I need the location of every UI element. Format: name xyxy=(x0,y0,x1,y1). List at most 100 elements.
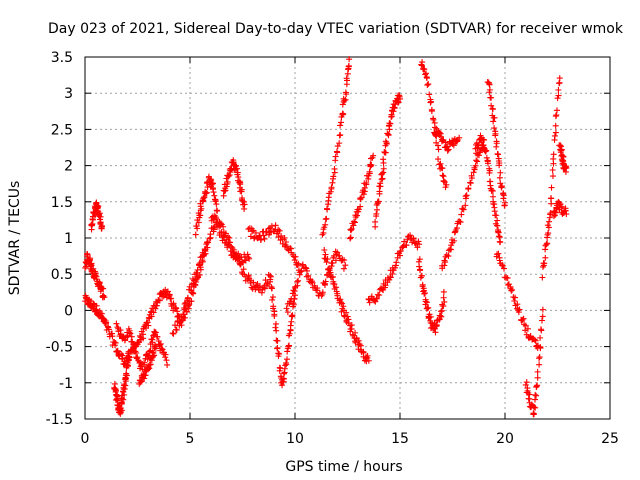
data-point xyxy=(134,354,141,361)
data-point xyxy=(181,300,188,307)
data-point xyxy=(547,210,554,217)
data-point xyxy=(333,148,340,155)
data-point xyxy=(93,302,100,309)
series-sat-k xyxy=(245,222,302,274)
data-point xyxy=(509,286,516,293)
data-point xyxy=(443,143,450,150)
data-point xyxy=(557,201,564,208)
data-point xyxy=(544,234,551,241)
data-point xyxy=(226,234,233,241)
series-sat-t xyxy=(418,59,450,191)
data-point xyxy=(196,271,203,278)
data-point xyxy=(267,273,274,280)
data-point xyxy=(440,288,447,295)
data-point xyxy=(393,259,400,266)
data-point xyxy=(321,281,328,288)
data-point xyxy=(225,173,232,180)
data-point xyxy=(111,380,118,387)
data-point xyxy=(214,207,221,214)
data-point xyxy=(241,205,248,212)
data-point xyxy=(121,391,128,398)
data-point xyxy=(501,265,507,272)
data-point xyxy=(343,75,350,82)
data-point xyxy=(486,167,493,174)
data-point xyxy=(407,232,414,239)
data-point xyxy=(330,173,337,180)
data-point xyxy=(548,195,555,202)
data-point xyxy=(352,329,359,336)
data-point xyxy=(473,150,480,157)
data-point xyxy=(322,278,329,285)
data-point xyxy=(501,202,508,209)
data-point xyxy=(268,223,275,230)
data-point xyxy=(370,152,377,159)
data-point xyxy=(267,276,274,283)
data-point xyxy=(338,299,345,306)
data-point xyxy=(556,75,563,82)
data-point xyxy=(372,218,379,225)
data-point xyxy=(490,118,497,125)
data-point xyxy=(207,231,214,238)
y-tick-label: 1 xyxy=(64,231,73,247)
data-point xyxy=(268,285,275,292)
data-point xyxy=(278,232,285,239)
data-point xyxy=(276,227,283,234)
data-point xyxy=(261,235,268,242)
series-sat-p xyxy=(347,152,377,242)
data-point xyxy=(532,391,539,398)
data-point xyxy=(440,178,447,185)
data-point xyxy=(177,318,184,325)
data-point xyxy=(358,194,365,201)
data-point xyxy=(275,353,282,360)
data-point xyxy=(534,368,541,375)
data-point xyxy=(539,313,546,320)
data-point xyxy=(333,284,340,291)
data-point xyxy=(387,120,394,127)
data-point xyxy=(194,267,201,274)
data-point xyxy=(499,261,506,268)
data-point xyxy=(287,298,294,305)
data-point xyxy=(220,192,227,199)
data-point xyxy=(483,147,490,154)
x-tick-label: 5 xyxy=(186,431,195,447)
data-point xyxy=(523,379,530,386)
data-point xyxy=(210,189,217,196)
data-point xyxy=(142,372,149,379)
data-point xyxy=(416,256,423,263)
data-point xyxy=(258,236,265,243)
data-point xyxy=(474,158,481,165)
data-point xyxy=(508,287,515,294)
data-point xyxy=(153,302,160,309)
series-sat-n xyxy=(319,56,353,238)
x-tick-label: 15 xyxy=(391,431,409,447)
data-point xyxy=(438,313,445,320)
data-point xyxy=(224,178,231,185)
data-point xyxy=(231,166,238,173)
data-point xyxy=(238,188,245,195)
data-point xyxy=(287,322,294,329)
data-point xyxy=(151,342,158,349)
data-point xyxy=(439,165,446,172)
data-point xyxy=(423,70,430,77)
data-point xyxy=(418,272,425,279)
data-point xyxy=(436,129,443,136)
data-point xyxy=(302,264,309,271)
data-point xyxy=(164,361,171,368)
data-point xyxy=(414,244,421,251)
data-point xyxy=(368,162,375,169)
data-point xyxy=(209,180,216,187)
data-point xyxy=(527,333,534,340)
data-point xyxy=(198,205,205,212)
data-point xyxy=(105,326,112,333)
data-point xyxy=(339,111,346,118)
data-point xyxy=(272,320,279,327)
data-point xyxy=(250,279,257,286)
data-point xyxy=(119,395,126,402)
data-point xyxy=(334,143,341,150)
data-point xyxy=(274,344,281,351)
data-point xyxy=(211,192,218,199)
data-point xyxy=(286,330,293,337)
data-point xyxy=(205,239,212,246)
data-point xyxy=(401,238,408,245)
data-point xyxy=(531,411,538,418)
